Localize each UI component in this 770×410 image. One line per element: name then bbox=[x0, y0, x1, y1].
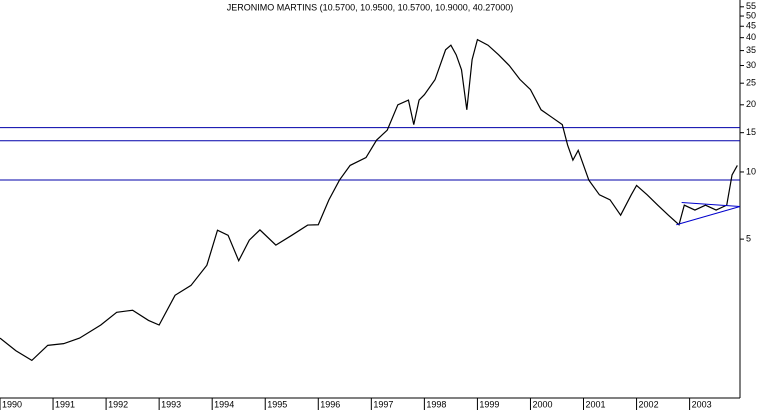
x-tick-label: 1998 bbox=[426, 399, 446, 409]
trend-line bbox=[676, 206, 741, 226]
x-tick-label: 1996 bbox=[320, 399, 340, 409]
trend-line bbox=[681, 201, 741, 208]
price-line bbox=[0, 38, 738, 362]
y-tick-label: 50 bbox=[746, 10, 756, 20]
x-tick-label: 1993 bbox=[161, 399, 181, 409]
y-tick-label: 25 bbox=[746, 78, 756, 88]
x-tick-label: 1991 bbox=[55, 399, 75, 409]
x-tick-label: 1994 bbox=[214, 399, 234, 409]
x-tick-label: 1992 bbox=[108, 399, 128, 409]
y-tick-label: 40 bbox=[746, 32, 756, 42]
x-tick-label: 1999 bbox=[479, 399, 499, 409]
y-tick-label: 10 bbox=[746, 166, 756, 176]
x-tick-label: 2003 bbox=[692, 399, 712, 409]
x-tick-label: 1990 bbox=[2, 399, 22, 409]
y-tick-label: 55 bbox=[746, 1, 756, 11]
y-tick-label: 20 bbox=[746, 99, 756, 109]
chart-title: JERONIMO MARTINS (10.5700, 10.9500, 10.5… bbox=[227, 2, 514, 12]
x-tick-label: 2001 bbox=[586, 399, 606, 409]
x-tick-label: 1995 bbox=[267, 399, 287, 409]
x-tick-label: 2002 bbox=[639, 399, 659, 409]
x-tick-label: 2000 bbox=[532, 399, 552, 409]
y-tick-label: 15 bbox=[746, 127, 756, 137]
y-tick-label: 5 bbox=[746, 233, 751, 243]
y-tick-label: 30 bbox=[746, 60, 756, 70]
x-tick-label: 1997 bbox=[373, 399, 393, 409]
y-tick-label: 45 bbox=[746, 21, 756, 31]
y-tick-label: 35 bbox=[746, 45, 756, 55]
